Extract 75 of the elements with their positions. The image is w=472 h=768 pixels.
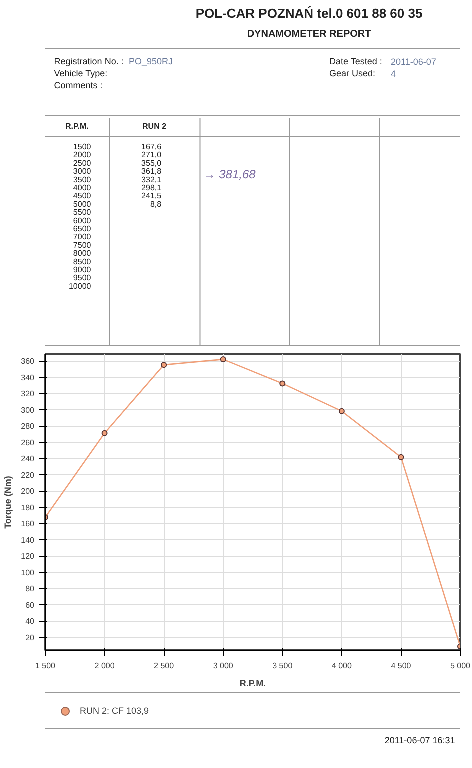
y-tick-label: 140 (21, 536, 36, 545)
text: 167,6 (142, 142, 162, 152)
y-tick-label: 280 (21, 422, 36, 432)
text: 9500 (73, 274, 92, 283)
text: 6500 (73, 224, 92, 234)
text: 2011-06-07 16:31 (384, 736, 456, 746)
y-tick-label: 40 (26, 617, 36, 626)
y-tick-label: 60 (26, 600, 36, 610)
legend-label: RUN 2: CF 103,9 (80, 706, 150, 716)
x-tick-label: 1 500 (35, 662, 56, 670)
text: 5500 (73, 208, 92, 218)
y-tick-label: 20 (26, 633, 36, 642)
y-tick-label: 120 (21, 552, 36, 562)
text: 5000 (73, 200, 92, 209)
point (398, 454, 404, 460)
y-tick-label: 80 (26, 584, 36, 594)
text: 3000 (73, 167, 92, 176)
text: 361,8 (142, 167, 162, 176)
text: 4 (391, 69, 396, 79)
text: PO_950RJ (129, 56, 174, 66)
text: 2500 (73, 158, 92, 168)
text: 298,1 (142, 184, 162, 192)
text: 2011-06-07 (391, 57, 436, 67)
point (338, 408, 345, 414)
y-tick-label: 200 (21, 487, 36, 496)
text: R.P.M. (65, 122, 89, 131)
y-tick-label: 160 (21, 520, 36, 529)
point (161, 362, 168, 368)
x-tick-label: 4 500 (391, 662, 412, 670)
y-tick-label: 340 (21, 373, 36, 382)
text: RUN 2 (142, 122, 168, 131)
y-tick-label: 260 (21, 438, 36, 448)
chart-subtitle: DYNAMOMETER REPORT (247, 29, 372, 40)
y-tick-label: 240 (21, 454, 36, 464)
text: 4000 (73, 184, 92, 192)
y-axis-title: Torque (Nm) (3, 476, 14, 529)
point (102, 430, 108, 436)
x-tick-label: 4 000 (332, 662, 352, 670)
x-tick-label: 2 000 (94, 662, 116, 670)
y-tick-label: 320 (21, 390, 36, 399)
text: Comments : (54, 80, 103, 90)
y-tick-label: 180 (21, 503, 36, 512)
y-tick-label: 360 (21, 357, 36, 366)
x-tick-label: 2 500 (154, 662, 175, 670)
text: 271,0 (142, 150, 162, 160)
text: 355,0 (142, 158, 162, 168)
text: Vehicle Type: (54, 68, 108, 78)
text: 1500 (73, 142, 92, 152)
text: 8,8 (150, 200, 162, 209)
point (220, 356, 226, 363)
y-tick-label: 100 (21, 568, 36, 578)
text: 6000 (73, 216, 92, 226)
text: 241,5 (142, 192, 162, 201)
text: Registration No. : (54, 56, 124, 66)
text: 3500 (73, 175, 92, 184)
x-axis-title: R.P.M. (240, 678, 266, 688)
text: 9000 (73, 266, 92, 274)
y-tick-label: 220 (21, 470, 36, 480)
text: 7000 (73, 232, 92, 242)
text: 7500 (73, 240, 92, 250)
point (280, 380, 286, 387)
text: 8500 (73, 257, 92, 266)
y-tick-label: 300 (21, 406, 36, 415)
chart-title: POL-CAR POZNAŃ tel.0 601 88 60 35 (196, 6, 423, 21)
text: 2000 (73, 150, 92, 160)
text: Date Tested : (329, 56, 382, 66)
x-tick-label: 3 000 (213, 662, 234, 670)
text: Gear Used: (329, 68, 376, 78)
text: 8000 (73, 249, 92, 258)
x-tick-label: 3 500 (272, 662, 294, 670)
text: 10000 (68, 282, 92, 291)
x-tick-label: 5 000 (450, 662, 472, 670)
text: 332,1 (142, 175, 162, 184)
text: → 381,68 (204, 168, 256, 182)
text: 4500 (73, 192, 92, 201)
